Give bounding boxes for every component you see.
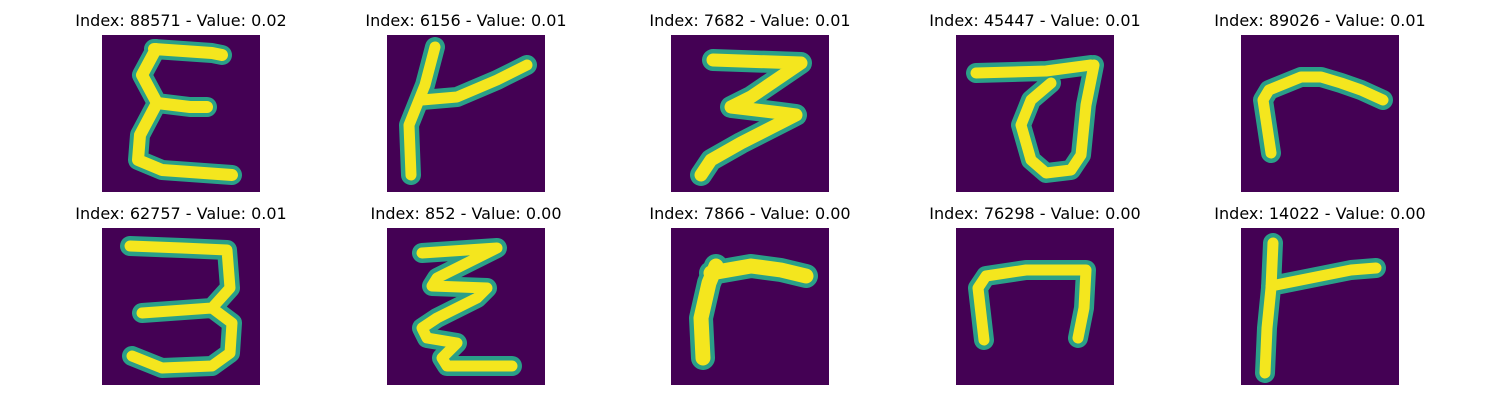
panel-title: Index: 88571 - Value: 0.02 bbox=[75, 11, 287, 30]
handwritten-glyph-image bbox=[387, 35, 545, 192]
panel-title: Index: 62757 - Value: 0.01 bbox=[75, 204, 287, 223]
panel-title: Index: 14022 - Value: 0.00 bbox=[1214, 204, 1426, 223]
handwritten-glyph-image bbox=[1241, 35, 1399, 192]
handwritten-glyph-image bbox=[671, 228, 829, 385]
glyph-epsilon-shape bbox=[102, 35, 260, 192]
handwritten-glyph-image bbox=[1241, 228, 1399, 385]
panel-title: Index: 852 - Value: 0.00 bbox=[370, 204, 562, 223]
panel-title: Index: 7682 - Value: 0.01 bbox=[649, 11, 851, 30]
glyph-t-shape bbox=[387, 35, 545, 192]
glyph-three-shape bbox=[671, 35, 829, 192]
panel-title: Index: 89026 - Value: 0.01 bbox=[1214, 11, 1426, 30]
glyph-three-open-shape bbox=[102, 228, 260, 385]
panel-title: Index: 7866 - Value: 0.00 bbox=[649, 204, 851, 223]
glyph-loop-shape bbox=[956, 35, 1114, 192]
glyph-zigzag-shape bbox=[387, 228, 545, 385]
panel-title: Index: 6156 - Value: 0.01 bbox=[365, 11, 567, 30]
glyph-n-shape bbox=[956, 228, 1114, 385]
handwritten-glyph-image bbox=[671, 35, 829, 192]
handwritten-glyph-image bbox=[956, 228, 1114, 385]
handwritten-glyph-image bbox=[956, 35, 1114, 192]
handwritten-glyph-image bbox=[102, 228, 260, 385]
handwritten-glyph-image bbox=[102, 35, 260, 192]
panel-title: Index: 76298 - Value: 0.00 bbox=[929, 204, 1141, 223]
glyph-t-shape bbox=[1241, 228, 1399, 385]
handwritten-glyph-image bbox=[387, 228, 545, 385]
glyph-r-shape bbox=[1241, 35, 1399, 192]
panel-title: Index: 45447 - Value: 0.01 bbox=[929, 11, 1141, 30]
glyph-r-shape bbox=[671, 228, 829, 385]
